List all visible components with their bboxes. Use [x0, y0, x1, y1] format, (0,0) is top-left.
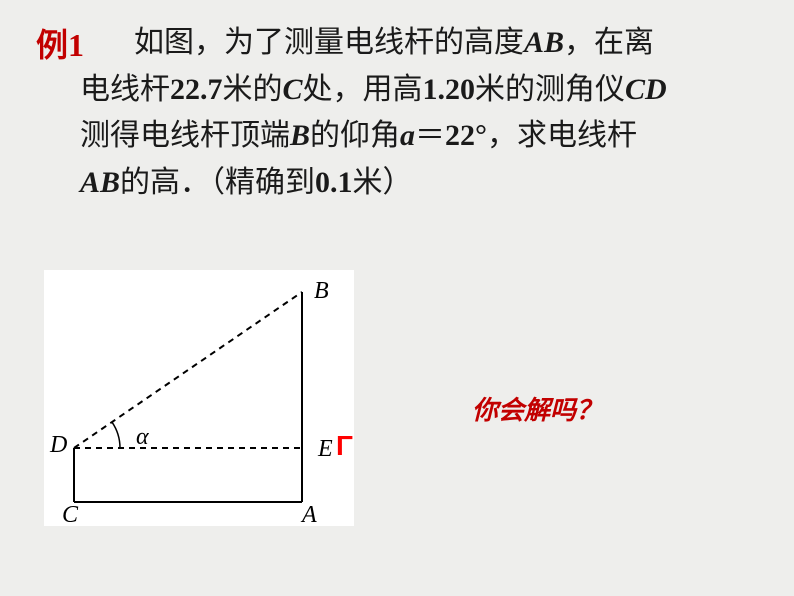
hint-text: 你会解吗？ — [472, 390, 602, 427]
text-part: 的高．（精确到 — [120, 166, 315, 199]
svg-text:D: D — [49, 432, 67, 458]
text-part: ＝ — [415, 119, 445, 152]
val-height: 1.20 — [423, 73, 476, 106]
text-part: 的仰角 — [310, 119, 400, 152]
text-part: 电线杆 — [80, 73, 170, 106]
val-dist: 22.7 — [170, 73, 223, 106]
svg-text:α: α — [136, 424, 149, 450]
geometry-figure: B E A C Dα — [44, 270, 354, 526]
text-part: 米） — [353, 166, 413, 199]
text-part: 如图，为了测量电线杆的高度 — [134, 26, 524, 59]
text-part: 米的 — [223, 73, 283, 106]
svg-text:E: E — [317, 436, 333, 462]
var-a: a — [400, 119, 415, 152]
text-part: ，求电线杆 — [487, 119, 637, 152]
example-label: 例1 — [36, 20, 84, 66]
svg-text:A: A — [300, 502, 317, 526]
svg-text:C: C — [62, 502, 79, 526]
var-B: B — [290, 119, 310, 152]
text-part: ，在离 — [564, 26, 654, 59]
problem-text: 如图，为了测量电线杆的高度AB，在离 电线杆22.7米的C处，用高1.20米的测… — [80, 20, 760, 206]
val-angle: 22° — [445, 119, 487, 152]
var-AB2: AB — [80, 166, 120, 199]
text-part: 处，用高 — [303, 73, 423, 106]
red-gamma-letter: Γ — [336, 430, 353, 462]
var-C: C — [283, 73, 303, 106]
text-part: 测得电线杆顶端 — [80, 119, 290, 152]
svg-text:B: B — [314, 278, 329, 304]
text-part: 米的测角仪 — [475, 73, 625, 106]
var-AB: AB — [524, 26, 564, 59]
var-CD: CD — [625, 73, 667, 106]
val-precision: 0.1 — [315, 166, 353, 199]
